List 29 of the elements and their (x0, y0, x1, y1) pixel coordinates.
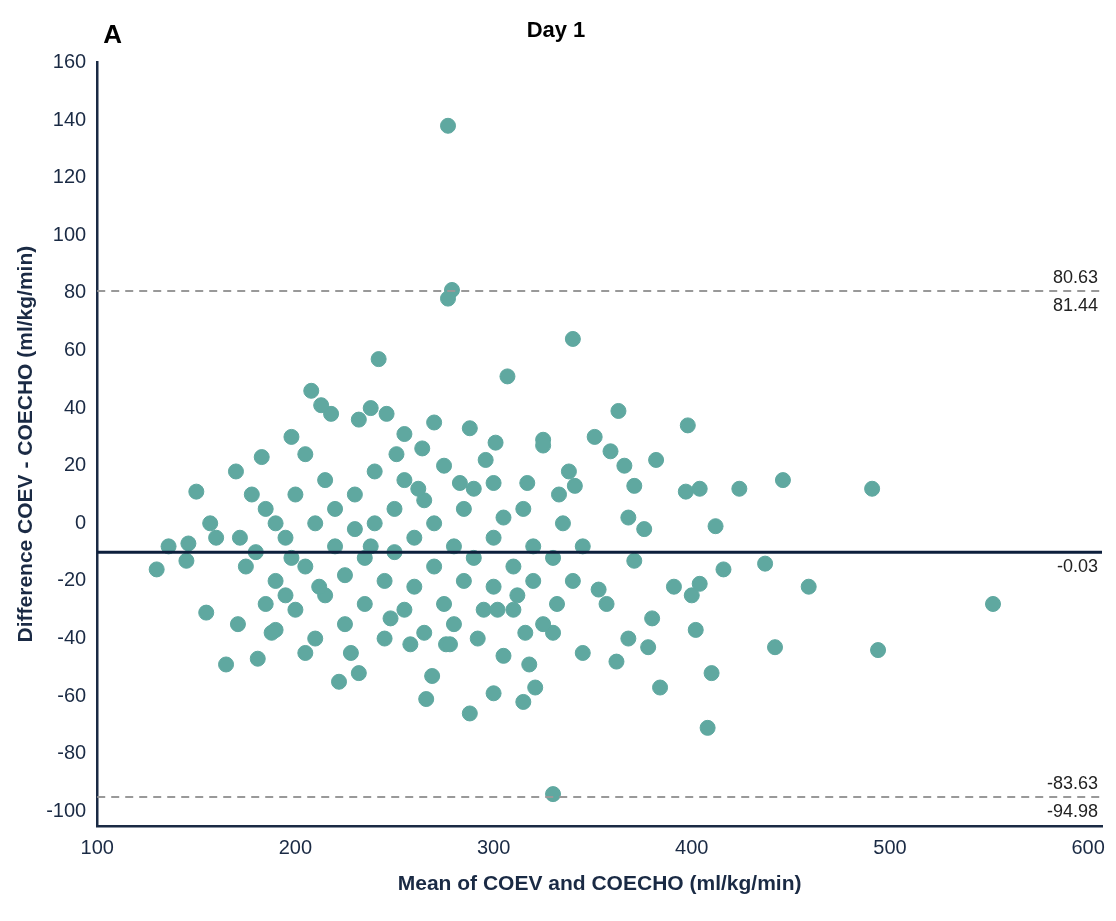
y-tick-label: 80 (63, 280, 87, 303)
y-tick-label: 140 (52, 107, 87, 130)
annotation: 81.44 (1052, 295, 1098, 316)
y-tick-label: 100 (52, 222, 87, 245)
ref-line-label: -94.98 (1046, 800, 1098, 821)
y-tick-label: 40 (63, 395, 87, 418)
x-tick-label: 600 (1071, 836, 1105, 859)
x-tick-label: 400 (675, 836, 709, 859)
y-tick-label: 60 (63, 337, 87, 360)
y-axis-title: Difference COEV - COECHO (ml/kg/min) (13, 245, 37, 643)
ref-line-label: 80.63 (1052, 267, 1098, 288)
y-tick-label: 160 (52, 49, 87, 72)
text: A (103, 18, 123, 49)
y-tick-label: 120 (52, 165, 87, 188)
y-tick-label: -20 (57, 568, 87, 591)
chart-title: Day 1 (526, 17, 586, 43)
y-tick-label: 0 (75, 510, 87, 533)
x-tick-label: 100 (80, 836, 114, 859)
y-tick-label: -80 (57, 741, 87, 764)
y-tick-label: -60 (57, 683, 87, 706)
x-tick-label: 500 (873, 836, 907, 859)
x-axis-title: Mean of COEV and COECHO (ml/kg/min) (397, 871, 802, 895)
x-tick-label: 300 (476, 836, 511, 859)
x-tick-label: 200 (278, 836, 313, 859)
annotation: -83.63 (1046, 772, 1098, 793)
y-tick-label: -40 (57, 626, 87, 649)
y-tick-label: 20 (63, 453, 87, 476)
y-tick-label: -100 (46, 798, 87, 821)
annotation: -0.03 (1056, 556, 1098, 577)
